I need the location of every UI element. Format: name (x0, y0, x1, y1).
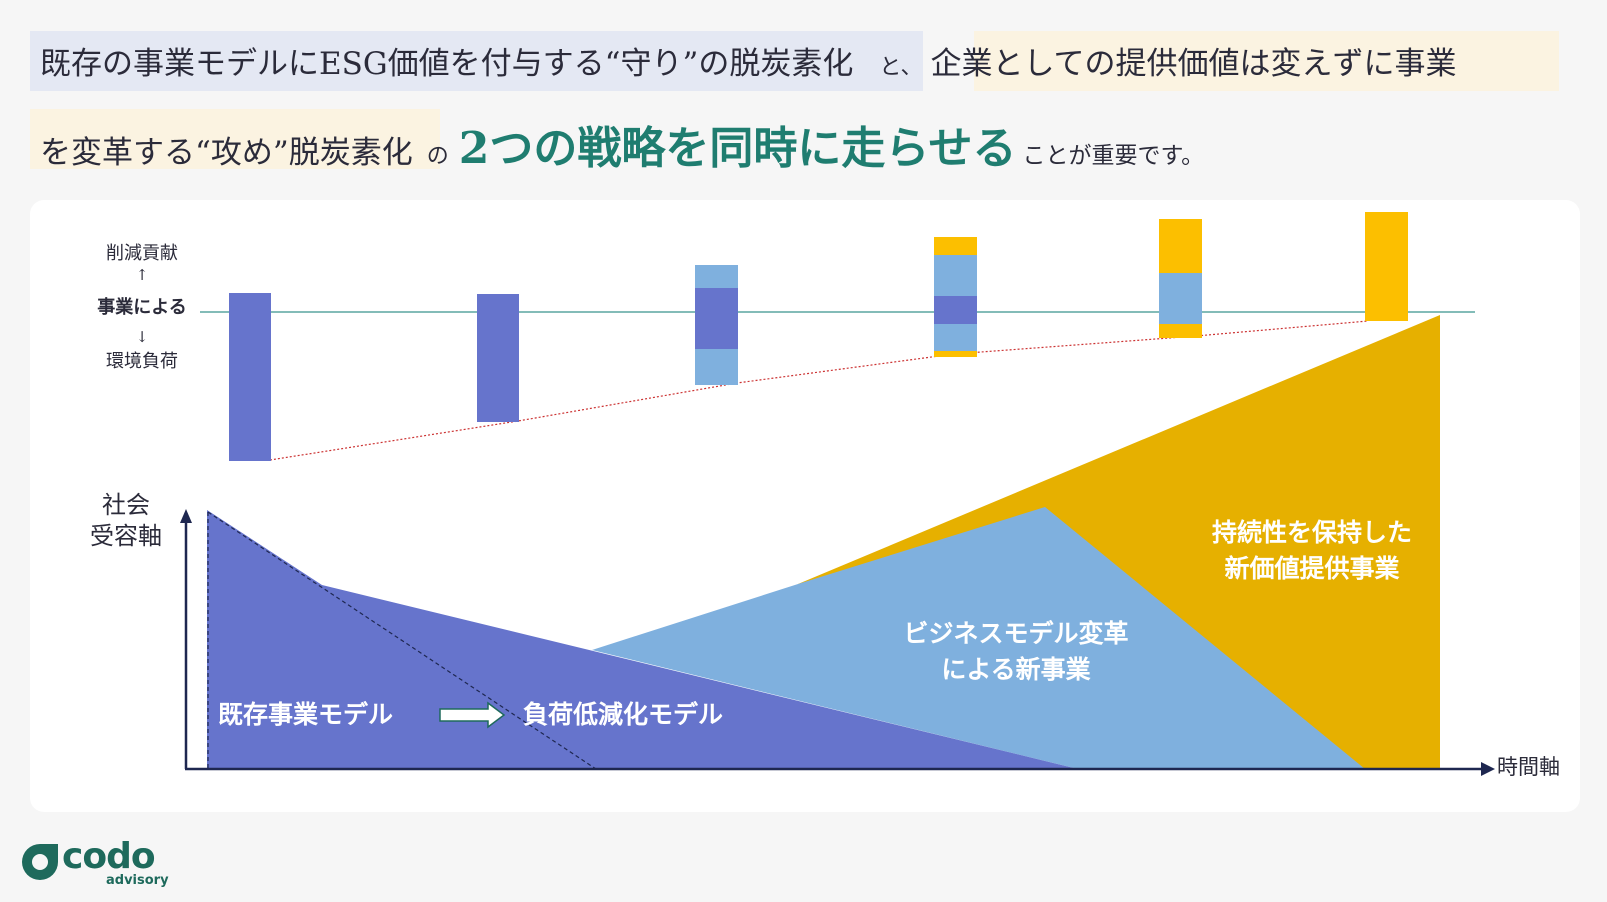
impact-bar-5 (1159, 219, 1202, 338)
y-axis-label-line2: 受容軸 (90, 522, 162, 550)
dashed-diagonal (207, 511, 597, 770)
impact-bar-4 (934, 237, 977, 357)
bar-3-dark (695, 288, 738, 349)
sustainable-business-area (798, 315, 1440, 769)
bar-5-gold-top (1159, 219, 1202, 273)
impact-bar-2 (477, 294, 519, 422)
impact-trend-line (269, 320, 1369, 461)
business-model-label-2: による新事業 (941, 655, 1091, 684)
business-model-label-1: ビジネスモデル変革 (903, 619, 1129, 648)
reduced-model-label: 負荷低減化モデル (523, 700, 724, 729)
headline-line-2: を変革する“攻め”脱炭素化 の 2つの戦略を同時に走らせる ことが重要です。 (40, 112, 1204, 176)
sustainable-label-1: 持続性を保持した (1211, 518, 1412, 547)
business-model-area (592, 507, 1365, 769)
bar-5-gold-bottom (1159, 324, 1202, 338)
bar-5-light (1159, 273, 1202, 324)
defense-highlight (30, 31, 923, 91)
sustainable-label-2: 新価値提供事業 (1224, 554, 1400, 583)
x-axis-arrowhead (1481, 762, 1495, 776)
impact-bar-1 (229, 293, 271, 461)
logo-sub: advisory (106, 873, 169, 888)
upper-arrow-up: ↑ (135, 266, 149, 284)
transition-arrow (439, 701, 506, 729)
y-axis-arrowhead (180, 509, 192, 523)
y-axis-label-line1: 社会 (102, 491, 150, 519)
offense-highlight-2 (30, 109, 440, 169)
headline-line-1: 既存の事業モデルにESG価値を付与する“守り”の脱炭素化 と、 企業としての提供… (40, 38, 1457, 83)
upper-axis-label-mid: 事業による (97, 297, 187, 318)
headline-tail: ことが重要です。 (1022, 143, 1205, 169)
bar-4-gold-bottom (934, 351, 977, 357)
bar-4-light-top (934, 255, 977, 296)
headline-offense-1: 企業としての提供価値は変えずに事業 (930, 46, 1457, 82)
impact-bar-3 (695, 265, 738, 385)
offense-highlight-1 (974, 31, 1559, 91)
upper-axis-label-bottom: 環境負荷 (106, 351, 178, 372)
headline-offense-2: を変革する“攻め”脱炭素化 (40, 135, 413, 171)
existing-model-label: 既存事業モデル (218, 700, 394, 729)
upper-axis-label-top: 削減貢献 (106, 243, 178, 264)
logo-word: codo (62, 836, 156, 877)
bar-3-light-top (695, 265, 738, 288)
bar-4-dark (934, 296, 977, 324)
codo-logo-mark-icon (22, 844, 58, 880)
existing-business-area (207, 510, 1078, 769)
headline-emphasis: 2つの戦略を同時に走らせる (458, 123, 1017, 174)
impact-bar-6 (1365, 212, 1408, 321)
bar-4-gold-top (934, 237, 977, 255)
headline-no: の (426, 144, 449, 169)
bar-3-light-bottom (695, 349, 738, 385)
headline-defense: 既存の事業モデルにESG価値を付与する“守り”の脱炭素化 (40, 46, 854, 82)
upper-arrow-down: ↓ (135, 328, 149, 346)
bar-4-light-bottom (934, 324, 977, 351)
headline-and: と、 (879, 55, 923, 80)
x-axis-label: 時間軸 (1497, 755, 1560, 779)
